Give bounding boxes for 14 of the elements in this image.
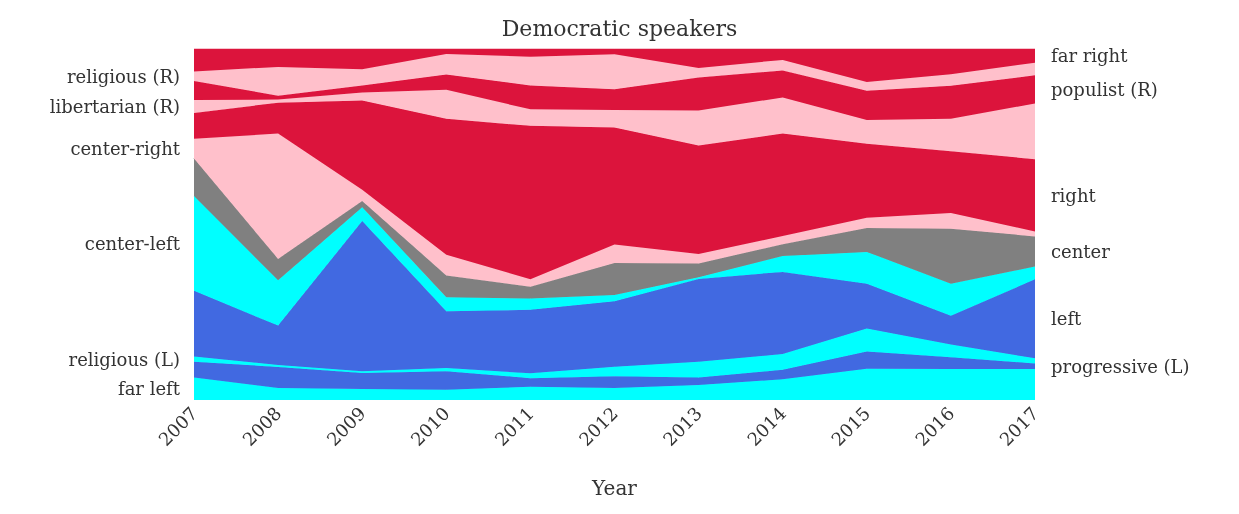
series-label: religious (R) — [66, 65, 180, 87]
chart-title: Democratic speakers — [501, 15, 738, 41]
series-label: far left — [117, 378, 181, 400]
series-label: libertarian (R) — [49, 95, 180, 117]
series-label: progressive (L) — [1051, 355, 1190, 377]
series-label: far right — [1051, 45, 1129, 67]
series-label: center-right — [70, 138, 181, 160]
series-label: center-left — [84, 232, 181, 254]
series-label: center — [1051, 241, 1111, 263]
series-label: populist (R) — [1051, 78, 1158, 100]
series-label: left — [1051, 308, 1083, 330]
series-label: right — [1051, 184, 1097, 206]
x-axis-title: Year — [591, 476, 638, 500]
series-label: religious (L) — [68, 348, 180, 370]
